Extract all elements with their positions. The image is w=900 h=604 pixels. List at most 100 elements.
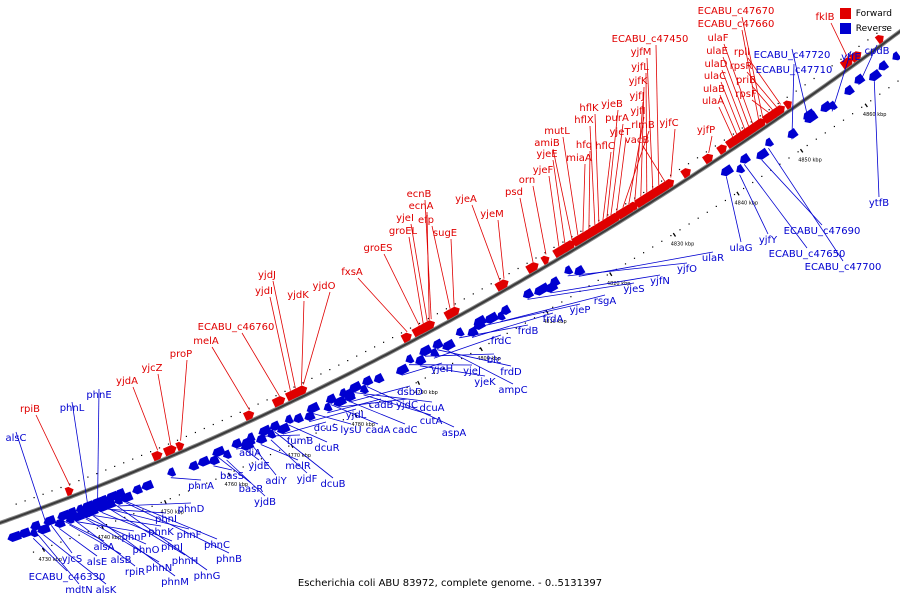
spacer-dot [507,333,508,334]
forward-gene-label: hflC [595,141,615,152]
reverse-gene-label: frdA [543,314,564,325]
genome-backbone [0,27,900,525]
spacer-dot [807,145,808,146]
forward-leader-line [212,347,250,410]
spacer-dot [275,395,276,396]
reverse-gene-label: ytfB [869,198,889,209]
spacer-dot [742,127,743,128]
reverse-gene-arrow [372,373,385,385]
spacer-dot [500,278,501,279]
reverse-gene-label: yjdE [248,461,269,472]
reverse-gene-label: alsE [87,557,107,568]
reverse-swatch [840,23,851,34]
spacer-dot [293,387,294,388]
forward-gene-label: ulaC [704,71,726,82]
spacer-dot [392,337,393,338]
spacer-dot [843,120,844,121]
reverse-gene-arrow [842,85,855,98]
forward-gene-label: yjeA [455,194,477,205]
forward-leader-line [595,114,599,223]
forward-gene-label: yjeF [533,165,554,176]
spacer-dot [159,447,160,448]
forward-gene-label: yjfI [630,106,645,117]
kbp-tick-mark [865,104,867,107]
spacer-dot [383,342,384,343]
spacer-dot [179,494,180,495]
reverse-gene-label: cpdB [864,46,889,57]
spacer-dot [329,369,330,370]
forward-gene-label: orn [519,175,535,186]
spacer-dot [34,497,35,498]
reverse-gene-label: phnL [60,403,85,414]
spacer-dot [734,194,735,195]
reverse-gene-label: ECABU_c47650 [769,249,846,260]
kbp-tick-mark [480,347,482,351]
spacer-dot [552,307,553,308]
reverse-gene-arrow [187,461,200,473]
forward-gene-label: psd [505,187,523,198]
spacer-dot [760,115,761,116]
spacer-dot [123,462,124,463]
reverse-gene-label: cadA [366,425,391,436]
spacer-dot [150,451,151,452]
reverse-gene-label: yjeJ [463,366,481,377]
spacer-dot [222,420,223,421]
spacer-dot [553,247,554,248]
spacer-dot [25,500,26,501]
forward-gene-label: ulaF [708,33,729,44]
reverse-gene-label: cutA [420,416,443,427]
spacer-dot [170,498,171,499]
reverse-leader-line [96,508,167,513]
reverse-gene-label: yjeP [570,305,591,316]
spacer-dot [861,107,862,108]
spacer-dot [152,506,153,507]
spacer-dot [661,181,662,182]
reverse-gene-arrow [738,153,751,166]
forward-gene-label: hflX [574,115,594,126]
forward-leader-line [671,129,675,178]
spacer-dot [570,296,571,297]
spacer-dot [320,373,321,374]
forward-gene-label: rpiB [20,404,40,415]
spacer-dot [858,46,859,47]
spacer-dot [816,139,817,140]
forward-leader-line [719,107,733,137]
spacer-dot [725,200,726,201]
forward-gene-label: yjeM [480,209,503,220]
spacer-dots-layer [16,26,900,553]
spacer-dot [141,455,142,456]
forward-leader-line [411,224,427,321]
spacer-dot [464,298,465,299]
spacer-dot [401,332,402,333]
reverse-gene-label: yjfN [650,276,670,287]
spacer-dot [679,169,680,170]
spacer-dot [724,140,725,141]
reverse-gene-label: yjdB [254,497,276,508]
spacer-dot [213,424,214,425]
forward-gene-label: rlmB [631,120,655,131]
forward-gene-label: vacB [625,135,650,146]
spacer-dot [311,378,312,379]
forward-leader-line [549,176,559,247]
reverse-gene-label: phnA [188,481,214,492]
spacer-dot [652,246,653,247]
reverse-gene-label: yjfO [677,264,697,275]
reverse-gene-label: basS [220,471,244,482]
spacer-dot [643,192,644,193]
reverse-gene-label: yjeK [474,377,496,388]
kbp-tick-mark [801,149,803,152]
spacer-dot [243,466,244,467]
forward-gene-label: fxsA [341,267,363,278]
spacer-dot [410,328,411,329]
spacer-dot [115,520,116,521]
reverse-leader-line [94,516,161,527]
spacer-dot [132,459,133,460]
spacer-dot [607,274,608,275]
spacer-dot [60,487,61,488]
spacer-dot [491,283,492,284]
forward-gene-label: proP [170,349,192,360]
reverse-gene-arrow [754,148,769,162]
kbp-tick-mark [418,381,420,385]
reverse-gene-label: ampC [498,385,527,396]
